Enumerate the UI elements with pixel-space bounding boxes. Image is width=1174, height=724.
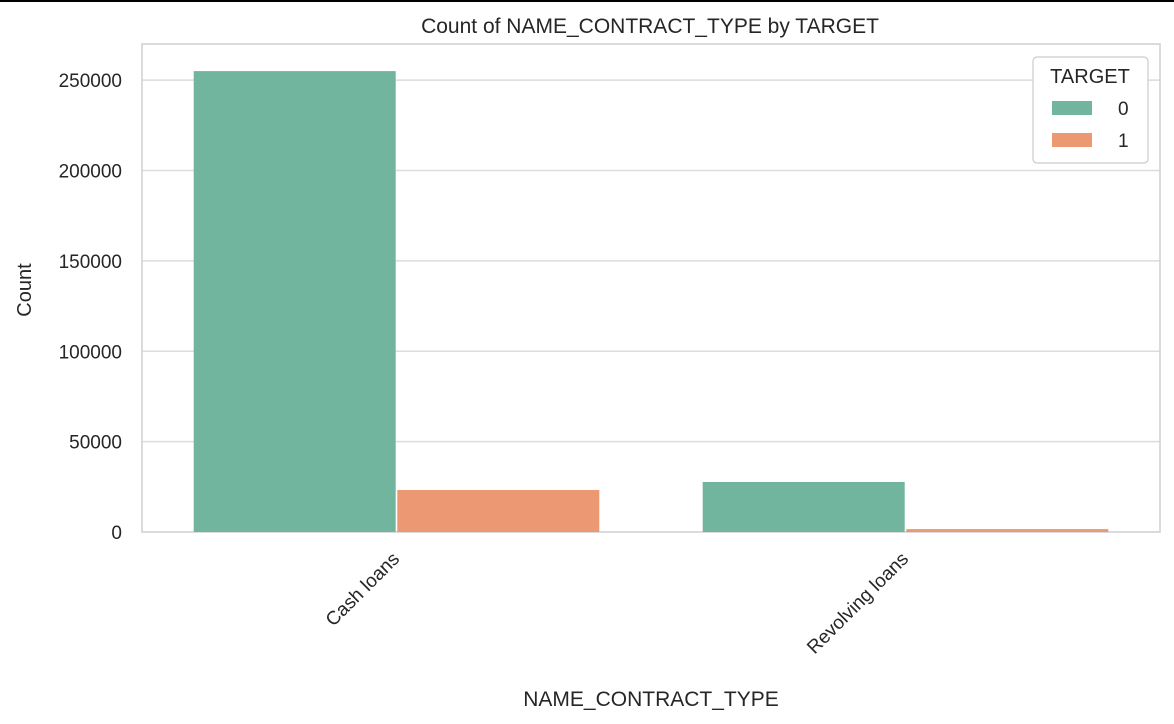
y-tick-label: 50000 [69, 433, 122, 454]
x-axis-label: NAME_CONTRACT_TYPE [523, 688, 779, 711]
y-tick-label: 200000 [59, 162, 122, 183]
legend-label: 1 [1118, 131, 1129, 152]
y-tick-label: 0 [111, 523, 122, 544]
bar [702, 481, 905, 532]
bar [193, 71, 396, 532]
legend-swatch [1052, 133, 1092, 147]
x-tick-label: Revolving loans [803, 549, 913, 659]
top-border [0, 0, 1174, 2]
legend-label: 0 [1118, 99, 1129, 120]
plot-frame [141, 43, 1161, 533]
bar [906, 529, 1109, 532]
legend-entries: 01 [1052, 99, 1129, 152]
y-tick-label: 250000 [59, 71, 122, 92]
legend: TARGET 01 [1032, 56, 1149, 164]
y-tick-label: 150000 [59, 252, 122, 273]
y-tick-label: 100000 [59, 342, 122, 363]
x-axis-ticks: Cash loans Revolving loans [322, 549, 913, 659]
bars [193, 71, 1109, 532]
y-axis-ticks: 0 50000 100000 150000 200000 250000 [59, 71, 122, 544]
y-axis-label: Count [14, 263, 36, 317]
legend-title: TARGET [1050, 66, 1130, 88]
chart-title: Count of NAME_CONTRACT_TYPE by TARGET [421, 15, 879, 38]
legend-swatch [1052, 101, 1092, 115]
x-tick-label: Cash loans [322, 549, 404, 631]
bar [397, 490, 600, 532]
